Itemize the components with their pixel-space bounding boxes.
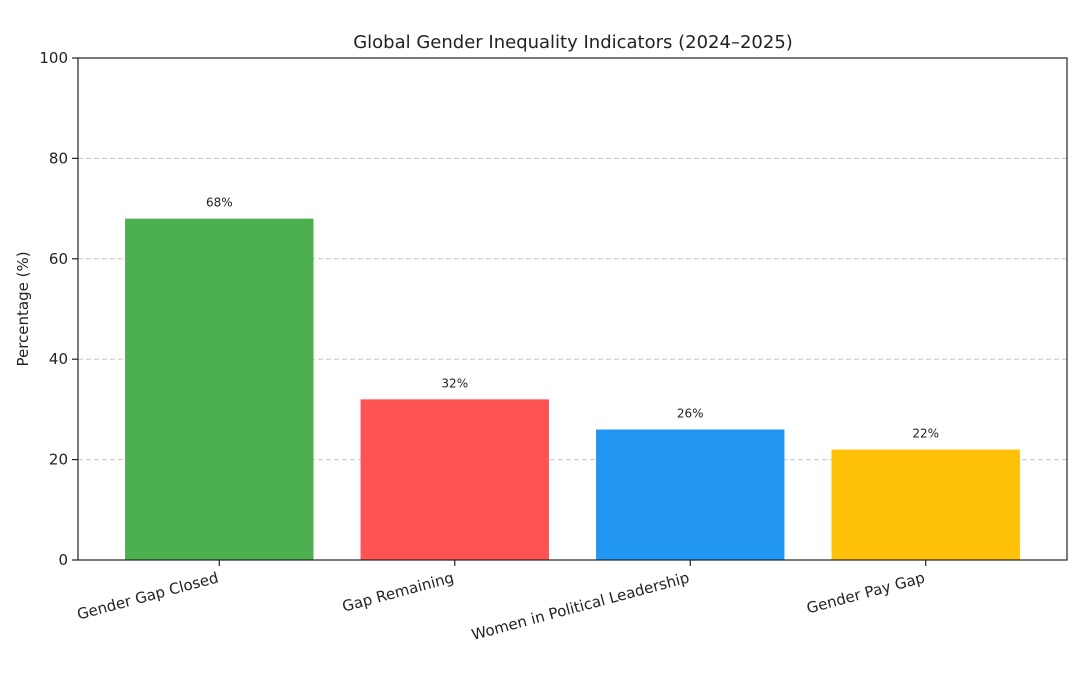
x-axis: Gender Gap Closed Gap Remaining Women in P… [75, 560, 927, 644]
x-tick-label: Women in Political Leadership [470, 568, 692, 644]
bar [125, 218, 314, 560]
bar-labels: 68% 32% 26% 22% [206, 196, 939, 441]
data-label: 26% [677, 406, 704, 420]
plot-frame [77, 57, 1068, 561]
y-axis: 0 20 40 60 80 100 [39, 49, 78, 569]
y-tick-label: 80 [49, 149, 68, 167]
data-label: 68% [206, 196, 233, 210]
data-label: 32% [441, 376, 468, 390]
y-tick-label: 100 [39, 49, 68, 67]
y-tick-label: 0 [58, 551, 68, 569]
x-tick-label: Gender Gap Closed [75, 568, 220, 623]
bar [360, 399, 549, 560]
data-label: 22% [912, 427, 939, 441]
bars [125, 218, 1020, 560]
x-tick-label: Gender Pay Gap [805, 568, 927, 617]
y-tick-label: 60 [49, 250, 68, 268]
y-tick-label: 20 [49, 451, 68, 469]
chart-title: Global Gender Inequality Indicators (202… [353, 32, 793, 53]
y-axis-label: Percentage (%) [14, 251, 32, 366]
x-tick-label: Gap Remaining [340, 568, 456, 615]
y-tick-label: 40 [49, 350, 68, 368]
bar [831, 449, 1020, 560]
bar [596, 429, 785, 560]
